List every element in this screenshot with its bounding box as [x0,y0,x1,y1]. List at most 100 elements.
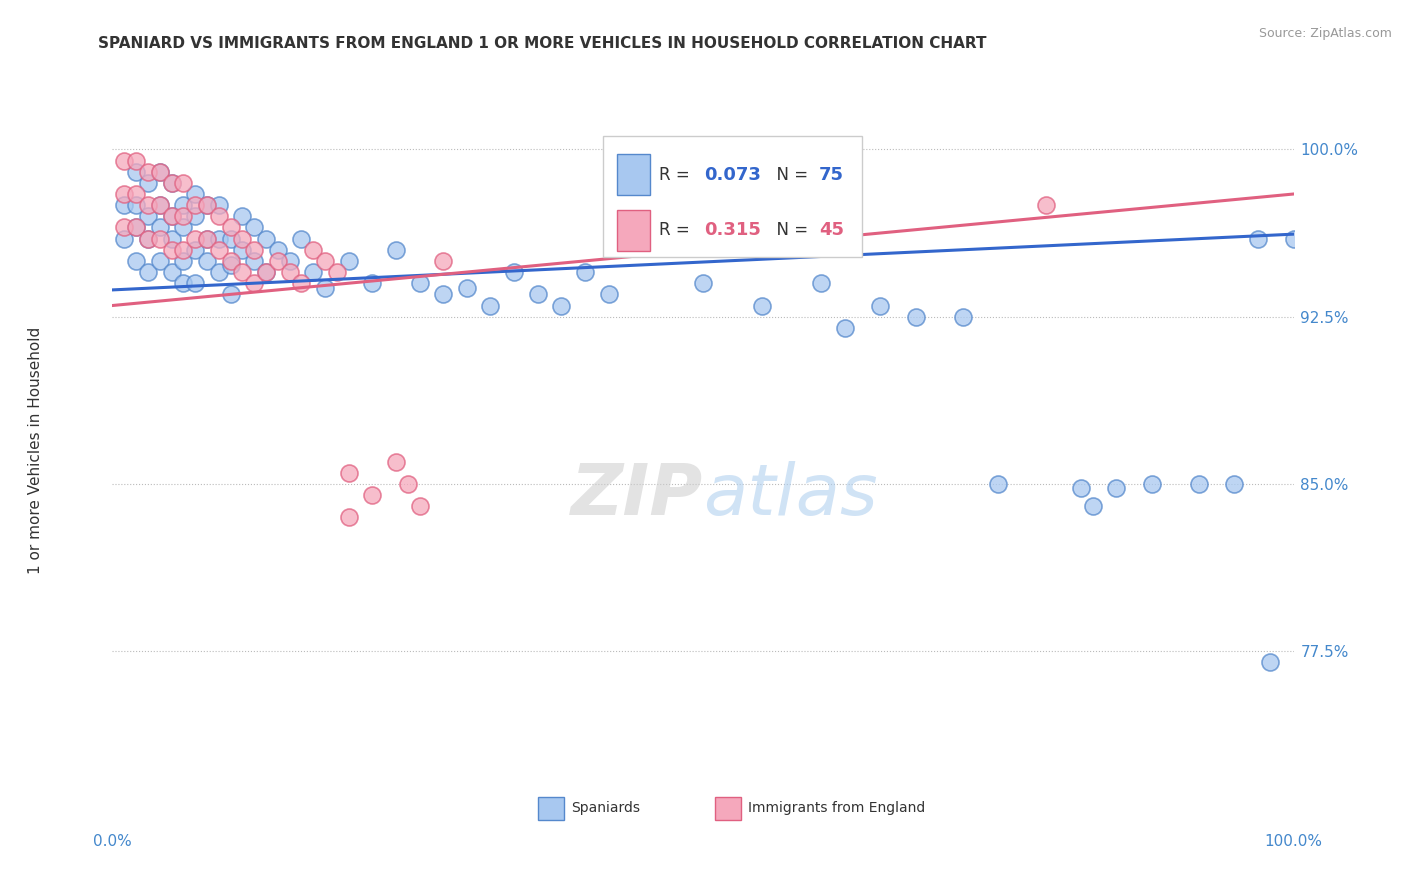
Point [267,243,290,257]
Point [692,276,714,290]
Point [904,310,927,324]
Text: Immigrants from England: Immigrants from England [748,801,925,815]
Point [184,231,207,245]
Point [408,276,430,290]
Point [184,198,207,212]
Point [810,276,832,290]
Point [243,220,266,235]
Point [172,243,194,257]
Point [432,253,454,268]
Point [160,243,183,257]
Point [125,153,148,168]
Point [184,186,207,201]
Point [136,231,159,245]
Point [112,198,135,212]
Point [149,231,172,245]
Point [337,510,360,524]
Point [869,298,891,312]
Point [337,466,360,480]
Point [195,253,218,268]
Point [278,253,301,268]
Point [172,176,194,190]
Point [1035,198,1057,212]
Text: 1 or more Vehicles in Household: 1 or more Vehicles in Household [28,326,44,574]
Point [125,164,148,178]
Bar [617,210,650,252]
Point [136,198,159,212]
Point [385,454,408,468]
Text: Source: ZipAtlas.com: Source: ZipAtlas.com [1258,27,1392,40]
Point [952,310,974,324]
Point [172,209,194,223]
Point [314,253,336,268]
Point [361,276,384,290]
Point [503,265,526,279]
Bar [617,153,650,195]
Point [172,276,194,290]
Text: R =: R = [659,221,696,239]
Point [267,253,290,268]
Point [1140,476,1163,491]
Point [160,209,183,223]
Bar [603,136,862,257]
Point [598,287,620,301]
Point [361,488,384,502]
Point [290,231,312,245]
Point [149,198,172,212]
Bar [714,797,741,820]
Point [208,198,231,212]
Point [243,276,266,290]
Point [751,298,773,312]
Point [136,231,159,245]
Point [219,258,242,272]
Text: 75: 75 [818,166,844,184]
Point [1247,231,1270,245]
Point [385,243,408,257]
Point [208,265,231,279]
Point [149,253,172,268]
Point [136,164,159,178]
Text: ZIP: ZIP [571,461,703,531]
Point [160,176,183,190]
Point [278,265,301,279]
Point [125,220,148,235]
Point [160,265,183,279]
Point [149,164,172,178]
Point [231,231,253,245]
Point [1105,481,1128,495]
Point [125,198,148,212]
Point [302,243,325,257]
Point [125,253,148,268]
Point [195,198,218,212]
Point [1282,231,1305,245]
Point [1081,499,1104,513]
Point [208,231,231,245]
Point [408,499,430,513]
Point [160,231,183,245]
Point [160,176,183,190]
Point [479,298,502,312]
Point [219,220,242,235]
Text: 0.315: 0.315 [704,221,761,239]
Point [112,186,135,201]
Text: Spaniards: Spaniards [571,801,640,815]
Point [243,253,266,268]
Point [254,265,277,279]
Text: 45: 45 [818,221,844,239]
Point [243,243,266,257]
Point [526,287,548,301]
Point [219,253,242,268]
Point [254,231,277,245]
Text: R =: R = [659,166,696,184]
Point [172,220,194,235]
Point [574,265,596,279]
Point [432,287,454,301]
Point [208,243,231,257]
Point [290,276,312,290]
Point [231,209,253,223]
Text: N =: N = [766,166,813,184]
Point [136,265,159,279]
Text: atlas: atlas [703,461,877,531]
Text: SPANIARD VS IMMIGRANTS FROM ENGLAND 1 OR MORE VEHICLES IN HOUSEHOLD CORRELATION : SPANIARD VS IMMIGRANTS FROM ENGLAND 1 OR… [98,36,987,51]
Point [302,265,325,279]
